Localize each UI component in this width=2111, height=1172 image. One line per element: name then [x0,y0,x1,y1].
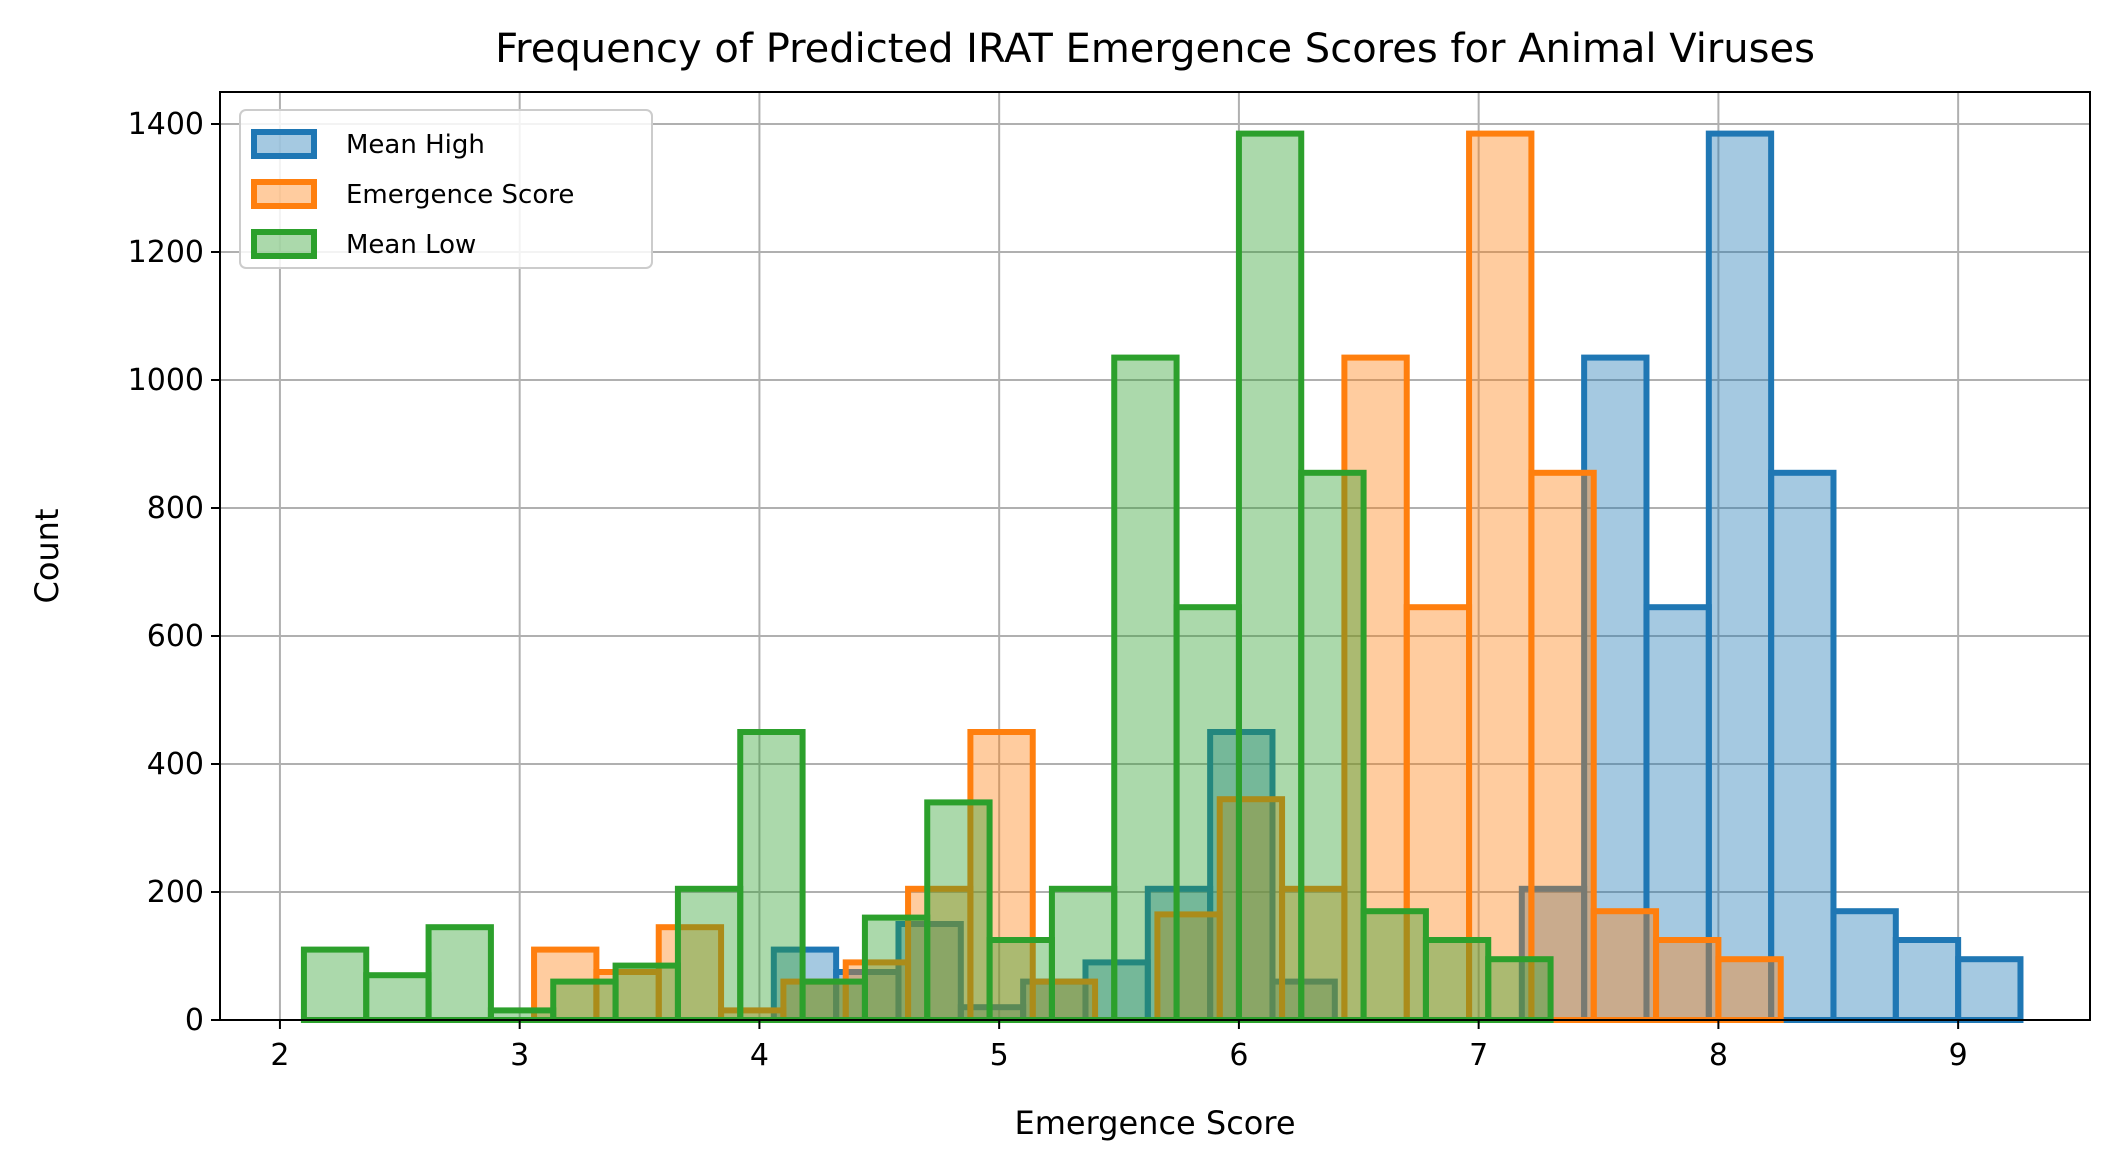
y-tick-label: 1200 [128,235,204,270]
plot-area-frame [219,91,2091,1021]
histogram-bar [986,937,1055,1023]
legend: Mean High Emergence Score Mean Low [239,109,653,269]
y-tick-label: 1400 [128,107,204,142]
x-tick-label: 4 [750,1038,769,1073]
histogram-bar [425,924,494,1024]
histogram-bar [1360,908,1429,1024]
histogram-bar [1485,956,1554,1024]
histogram-bar [487,1007,557,1024]
histogram-bar [363,972,432,1024]
x-tick-label: 3 [510,1038,529,1073]
histogram-bar [924,799,993,1024]
histogram-bar [1892,937,1962,1023]
histogram-bar [1653,937,1722,1023]
chart-title: Frequency of Predicted IRAT Emergence Sc… [495,26,1815,72]
histogram-bar [300,946,370,1023]
y-tick-label: 200 [147,875,204,910]
histogram-bar [1048,885,1118,1023]
histogram-bar [1216,796,1286,1024]
axis-ticks: 2 3 4 5 6 7 8 9 0 200 400 600 800 1000 1200 1400 [128,107,1968,1073]
histogram-bar [1768,469,1837,1023]
y-tick-label: 0 [185,1003,204,1038]
histogram-bar [1705,130,1775,1024]
x-tick-label: 6 [1229,1038,1248,1073]
histogram-bar [1298,469,1367,1023]
legend-swatch [251,129,317,159]
histogram-bar [1111,354,1180,1024]
y-tick-label: 800 [147,491,204,526]
histogram-bar [1235,130,1305,1024]
legend-swatch [251,229,317,259]
y-axis-label: Count [28,508,66,603]
histogram-bar [1830,908,1899,1024]
x-tick-label: 9 [1949,1038,1968,1073]
legend-label: Mean Low [346,230,476,260]
y-tick-label: 600 [147,619,204,654]
histogram-bar [674,885,744,1023]
histogram-bar [737,729,806,1023]
histogram-bar [1173,604,1242,1023]
x-tick-label: 8 [1709,1038,1728,1073]
histogram-bar [1590,908,1660,1024]
histogram-bar [1422,937,1492,1023]
series-mean-low [300,130,1554,1024]
legend-box [239,109,653,269]
y-tick-label: 400 [147,747,204,782]
histogram-bar [1528,469,1597,1023]
histogram-bar [550,978,619,1023]
legend-swatch [251,179,317,209]
legend-label: Mean High [346,130,485,160]
histogram-bar [861,914,931,1023]
histogram-bar [1466,130,1535,1024]
histogram-bar [1029,978,1099,1023]
y-tick-label: 1000 [128,363,204,398]
x-axis-label: Emergence Score [1014,1104,1295,1142]
histogram-bar [612,962,681,1023]
histogram-bar [799,978,868,1023]
x-tick-label: 2 [270,1038,289,1073]
x-tick-label: 5 [990,1038,1009,1073]
histogram-bars [300,130,2024,1024]
histogram-bar [1715,956,1784,1024]
x-tick-label: 7 [1469,1038,1488,1073]
legend-label: Emergence Score [346,180,574,210]
histogram-bar [1955,956,2024,1024]
